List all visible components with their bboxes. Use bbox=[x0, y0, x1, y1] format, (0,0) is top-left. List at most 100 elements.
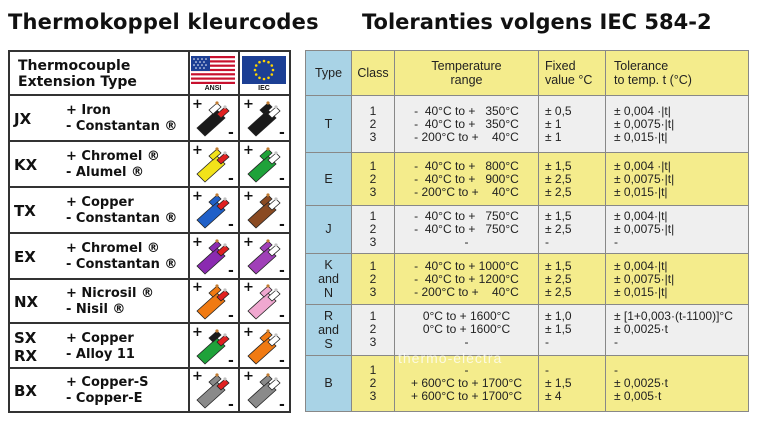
iec-cable-icon: +- bbox=[243, 236, 285, 276]
color-code-table: Thermocouple Extension Type ANSI bbox=[8, 50, 291, 413]
thermocouple-type: B bbox=[305, 354, 352, 413]
type-code: BX bbox=[14, 382, 37, 400]
svg-text:+: + bbox=[192, 144, 203, 158]
header-type: Type bbox=[305, 50, 352, 96]
negative-wire: - Alloy 11 bbox=[66, 346, 135, 362]
eu-flag-icon bbox=[242, 56, 286, 84]
ansi-cable-icon: +- bbox=[192, 144, 234, 184]
temperature-range: - 40°C to + 1000°C - 40°C to + 1200°C - … bbox=[394, 252, 539, 306]
fixed-value: ± 1,0 ± 1,5 - bbox=[538, 304, 606, 356]
header-line-1: Thermocouple bbox=[18, 58, 131, 74]
iec-cable-icon: +- bbox=[243, 190, 285, 230]
iec-cable-icon: +- bbox=[243, 98, 285, 138]
wire-materials: + Copper-S - Copper-E bbox=[66, 375, 149, 407]
svg-text:-: - bbox=[228, 397, 234, 410]
svg-text:-: - bbox=[279, 353, 285, 366]
fixed-value: ± 1,5 ± 2,5 - bbox=[538, 204, 606, 254]
class-values: 1 2 3 bbox=[351, 252, 395, 306]
class-values: 1 2 3 bbox=[351, 354, 395, 413]
svg-text:-: - bbox=[228, 171, 234, 184]
ansi-cable-icon: +- bbox=[192, 281, 234, 321]
iec-cable-icon: +- bbox=[243, 281, 285, 321]
tolerance-value: ± 0,004 ·|t| ± 0,0075·|t| ± 0,015·|t| bbox=[605, 152, 749, 206]
negative-wire: - Constantan ® bbox=[66, 119, 178, 134]
svg-text:+: + bbox=[192, 98, 203, 112]
iec-cable-icon: +- bbox=[243, 326, 285, 366]
extension-type-row: BX + Copper-S - Copper-E + - + - bbox=[10, 369, 289, 413]
svg-text:-: - bbox=[279, 217, 285, 230]
positive-wire: + Copper-S bbox=[66, 375, 149, 390]
wire-materials: + Iron - Constantan ® bbox=[66, 103, 177, 135]
svg-text:-: - bbox=[228, 308, 234, 321]
positive-wire: + Chromel ® bbox=[66, 149, 160, 164]
extension-type-row: NX + Nicrosil ® - Nisil ® + - + - bbox=[10, 280, 289, 324]
iec-label: IEC bbox=[258, 85, 270, 92]
tolerance-value: ± 0,004·|t| ± 0,0075·|t| - bbox=[605, 204, 749, 254]
class-values: 1 2 3 bbox=[351, 304, 395, 356]
positive-wire: + Copper bbox=[66, 195, 134, 210]
ansi-cable-icon: +- bbox=[192, 190, 234, 230]
temperature-range: - 40°C to + 750°C - 40°C to + 750°C - bbox=[394, 204, 539, 254]
tolerance-value: ± 0,004·|t| ± 0,0075·|t| ± 0,015·|t| bbox=[605, 252, 749, 306]
svg-text:+: + bbox=[192, 236, 203, 250]
svg-text:+: + bbox=[243, 281, 254, 295]
svg-text:-: - bbox=[228, 125, 234, 138]
svg-text:+: + bbox=[243, 190, 254, 204]
svg-text:+: + bbox=[243, 326, 254, 340]
header-tolerance: Tolerance to temp. t (°C) bbox=[605, 50, 749, 96]
extension-type-row: TX + Copper - Constantan ® + - + - bbox=[10, 188, 289, 234]
svg-text:-: - bbox=[279, 263, 285, 276]
header-class: Class bbox=[351, 50, 395, 96]
ansi-label: ANSI bbox=[204, 85, 222, 92]
wire-materials: + Chromel ® - Alumel ® bbox=[66, 149, 160, 181]
tolerance-value: ± 0,004 ·|t| ± 0,0075·|t| ± 0,015·|t| bbox=[605, 94, 749, 154]
color-code-header: Thermocouple Extension Type ANSI bbox=[10, 52, 289, 96]
class-values: 1 2 3 bbox=[351, 152, 395, 206]
tolerance-value: - ± 0,0025·t ± 0,005·t bbox=[605, 354, 749, 413]
negative-wire: - Nisil ® bbox=[66, 302, 126, 317]
header-fixed-value: Fixed value °C bbox=[538, 50, 606, 96]
temperature-range: 0°C to + 1600°C 0°C to + 1600°C - bbox=[394, 304, 539, 356]
class-values: 1 2 3 bbox=[351, 94, 395, 154]
svg-text:-: - bbox=[228, 263, 234, 276]
type-code: SX RX bbox=[14, 328, 38, 365]
ansi-cable-icon: +- bbox=[192, 98, 234, 138]
thermocouple-type: J bbox=[305, 204, 352, 254]
svg-text:+: + bbox=[192, 370, 203, 384]
ansi-cable-icon: +- bbox=[192, 326, 234, 366]
negative-wire: - Constantan ® bbox=[66, 257, 178, 272]
positive-wire: + Chromel ® bbox=[66, 241, 160, 256]
extension-type-row: EX + Chromel ® - Constantan ® + - + - bbox=[10, 234, 289, 280]
tolerance-table: Type Class Temperature range Fixed value… bbox=[305, 50, 749, 413]
svg-text:-: - bbox=[279, 171, 285, 184]
thermocouple-type: K and N bbox=[305, 252, 352, 306]
type-code: TX bbox=[14, 202, 36, 220]
left-title: Thermokoppel kleurcodes bbox=[8, 10, 319, 34]
type-code: EX bbox=[14, 248, 36, 266]
svg-text:-: - bbox=[228, 217, 234, 230]
fixed-value: - ± 1,5 ± 4 bbox=[538, 354, 606, 413]
svg-text:-: - bbox=[228, 353, 234, 366]
thermocouple-type: R and S bbox=[305, 304, 352, 356]
fixed-value: ± 1,5 ± 2,5 ± 2,5 bbox=[538, 152, 606, 206]
extension-type-header: Thermocouple Extension Type bbox=[18, 58, 137, 90]
fixed-value: ± 1,5 ± 2,5 ± 2,5 bbox=[538, 252, 606, 306]
wire-materials: + Chromel ® - Constantan ® bbox=[66, 241, 177, 273]
temperature-range: - 40°C to + 800°C - 40°C to + 900°C - 20… bbox=[394, 152, 539, 206]
tolerance-value: ± [1+0,003·(t-1100)]°C ± 0,0025·t - bbox=[605, 304, 749, 356]
ansi-cable-icon: +- bbox=[192, 236, 234, 276]
svg-text:+: + bbox=[243, 236, 254, 250]
negative-wire: - Constantan ® bbox=[66, 211, 178, 226]
type-code: KX bbox=[14, 156, 38, 174]
svg-text:+: + bbox=[243, 98, 254, 112]
extension-type-row: KX + Chromel ® - Alumel ® + - + - bbox=[10, 142, 289, 188]
svg-text:-: - bbox=[279, 125, 285, 138]
svg-text:+: + bbox=[192, 326, 203, 340]
thermocouple-type: E bbox=[305, 152, 352, 206]
header-temperature-range: Temperature range bbox=[394, 50, 539, 96]
negative-wire: - Alumel ® bbox=[66, 165, 145, 180]
